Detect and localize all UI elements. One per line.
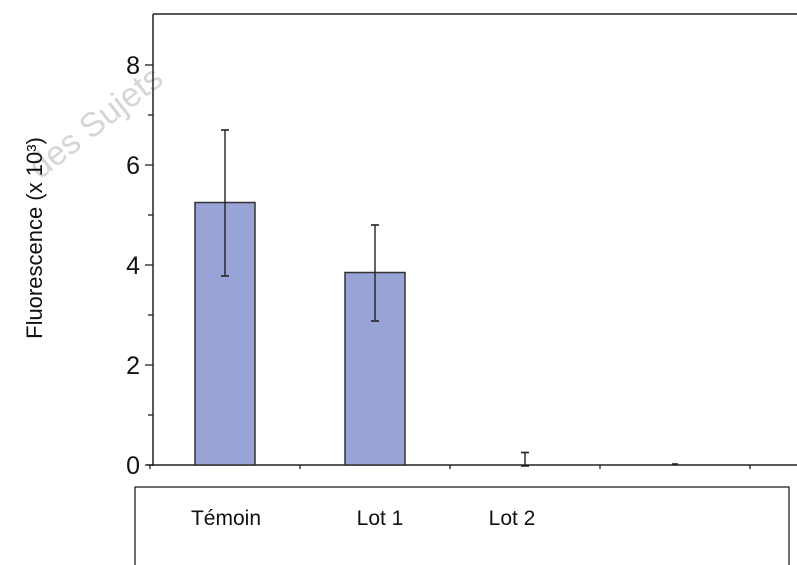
y-tick-label: 2 <box>126 352 140 380</box>
category-label: Témoin <box>191 507 261 530</box>
bars <box>194 201 406 466</box>
y-axis-title: Fluorescence (x 10³) <box>22 137 47 339</box>
y-tick-label: 6 <box>126 152 140 180</box>
y-tick-label: 0 <box>126 452 140 480</box>
y-axis-ticks: 0 2 4 6 8 <box>126 52 153 480</box>
y-tick-label: 8 <box>126 52 140 80</box>
category-labels: Témoin Lot 1 Lot 2 <box>191 507 535 530</box>
category-label: Lot 1 <box>357 507 404 530</box>
category-label-box <box>134 486 790 565</box>
category-label: Lot 2 <box>489 507 536 530</box>
y-tick-label: 4 <box>126 252 140 280</box>
error-bars <box>221 129 678 467</box>
